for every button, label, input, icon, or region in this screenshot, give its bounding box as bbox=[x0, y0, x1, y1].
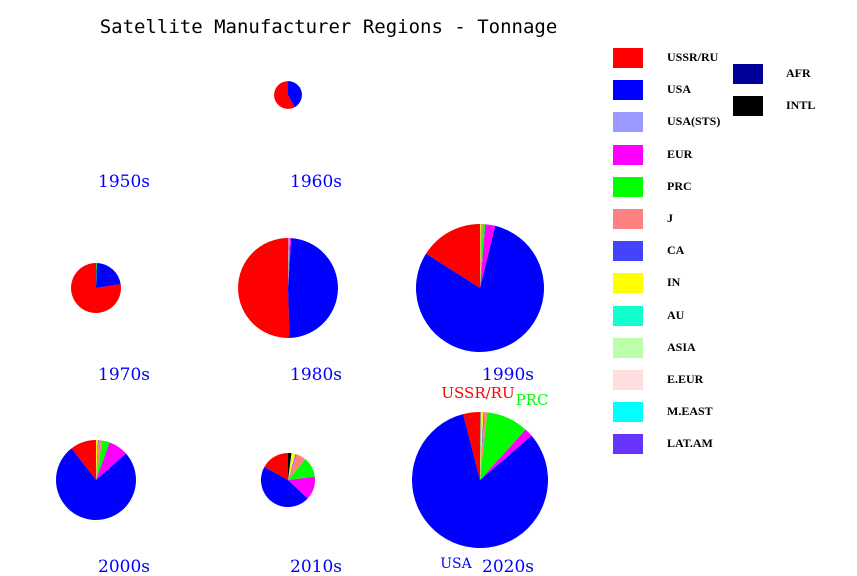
pie-slice-2010s-ussrru bbox=[264, 452, 288, 480]
legend-swatch bbox=[613, 176, 643, 197]
legend-label: J bbox=[667, 211, 673, 225]
legend-swatch bbox=[733, 96, 763, 116]
pie-slice-2020s-eeur bbox=[480, 412, 481, 480]
pie-slice-1990s-usa bbox=[415, 225, 545, 353]
legend-swatch bbox=[613, 48, 643, 68]
pie-slice-2020s-in bbox=[480, 412, 484, 480]
decade-label: 1960s bbox=[290, 172, 342, 192]
decade-label: 2010s bbox=[290, 557, 342, 576]
legend-label: AFR bbox=[786, 66, 811, 80]
legend-swatch bbox=[733, 64, 763, 84]
pie-slice-2000s-prc bbox=[96, 440, 110, 480]
pie-slice-2010s-intl bbox=[288, 452, 292, 480]
legend-label: CA bbox=[667, 243, 685, 258]
pie-slice-2020s-j bbox=[480, 412, 488, 480]
pie-slice-1970s-ussrru bbox=[71, 263, 121, 313]
legend-label: USSR/RU bbox=[667, 50, 719, 64]
legend-label: LAT.AM bbox=[667, 436, 713, 451]
pie-slice-1960s-usa bbox=[288, 81, 302, 108]
pie-slice-2000s-j bbox=[96, 440, 103, 480]
pie-slice-1990s-ca bbox=[480, 223, 482, 288]
pie-slice-2010s-ca bbox=[288, 454, 297, 480]
legend-label: ASIA bbox=[667, 339, 696, 354]
pie-slice-2020s-usa bbox=[412, 414, 548, 549]
pie-slice-1990s-in bbox=[480, 223, 481, 288]
legend-swatch bbox=[613, 112, 643, 133]
chart-title: Satellite Manufacturer Regions - Tonnage bbox=[99, 16, 558, 38]
legend-label: AU bbox=[667, 307, 685, 322]
pie-slice-2020s-eur bbox=[480, 429, 532, 480]
pie-slice-2010s-j bbox=[288, 454, 306, 480]
legend-swatch bbox=[613, 305, 643, 326]
decade-label: 2000s bbox=[98, 557, 150, 576]
pie-slice-2010s-eur bbox=[288, 476, 316, 499]
pie-slice-2010s-usa bbox=[260, 466, 308, 508]
pie-slice-1990s-j bbox=[480, 224, 483, 288]
legend-label: M.EAST bbox=[667, 404, 713, 419]
legend-swatch bbox=[613, 209, 643, 229]
pie-slice-1990s-ussrru bbox=[425, 223, 480, 288]
pie-slice-2000s-usa bbox=[56, 448, 136, 520]
legend-swatch bbox=[613, 337, 643, 358]
pie-slice-2020s-asia bbox=[480, 412, 482, 480]
legend-swatch bbox=[613, 80, 643, 101]
pie-slice-2010s-au bbox=[288, 453, 293, 480]
legend-label: E.EUR bbox=[667, 372, 704, 386]
pie-slice-1960s-ussrru bbox=[274, 81, 295, 109]
legend-label: USA(STS) bbox=[667, 114, 721, 129]
legend-label: USA bbox=[667, 82, 692, 97]
pie-slice-2020s-au bbox=[480, 412, 482, 480]
legend-label: EUR bbox=[667, 146, 693, 161]
legend-label: IN bbox=[667, 275, 681, 290]
legend-swatch bbox=[613, 144, 643, 165]
pie-slice-2000s-eur bbox=[96, 442, 127, 480]
pie-slice-2000s-ussrru bbox=[71, 440, 96, 480]
annotation-label: USSR/RU bbox=[441, 384, 514, 402]
pie-slice-1980s-eur bbox=[288, 238, 292, 288]
pie-slice-2020s-ca bbox=[480, 412, 485, 480]
pie-slice-2000s-in bbox=[96, 440, 98, 480]
legend-swatch bbox=[613, 402, 643, 423]
pie-slice-2010s-asia bbox=[288, 453, 292, 480]
pie-slice-1980s-j bbox=[288, 238, 290, 288]
pie-slice-1970s-usa bbox=[96, 263, 121, 288]
decade-label: 2020s bbox=[482, 557, 534, 576]
pie-slice-1980s-prc bbox=[288, 238, 290, 288]
pie-slice-2010s-in bbox=[288, 453, 296, 480]
pie-slice-1980s-usa bbox=[288, 238, 338, 338]
decade-label: 1980s bbox=[290, 365, 342, 385]
annotation-label: PRC bbox=[516, 391, 549, 409]
pie-slice-2010s-prc bbox=[288, 459, 315, 480]
pie-slice-2020s-ussrru bbox=[463, 412, 480, 480]
legend-swatch bbox=[613, 370, 643, 390]
decade-label: 1990s bbox=[482, 365, 534, 385]
pie-slice-2000s-ca bbox=[96, 440, 99, 480]
legend-swatch bbox=[613, 434, 643, 455]
pie-slice-1990s-prc bbox=[480, 224, 486, 288]
pie-slice-1990s-eur bbox=[480, 224, 496, 288]
legend-label: INTL bbox=[786, 98, 816, 112]
legend-label: PRC bbox=[667, 178, 692, 193]
pie-slice-2020s-prc bbox=[480, 412, 526, 480]
annotation-label: USA bbox=[440, 556, 472, 572]
decade-label: 1950s bbox=[98, 172, 150, 192]
legend-swatch bbox=[613, 273, 643, 294]
decade-label: 1970s bbox=[98, 365, 150, 385]
legend-swatch bbox=[613, 241, 643, 262]
pie-slice-1970s-prc bbox=[96, 263, 97, 288]
pie-slice-1980s-ussrru bbox=[238, 238, 290, 338]
